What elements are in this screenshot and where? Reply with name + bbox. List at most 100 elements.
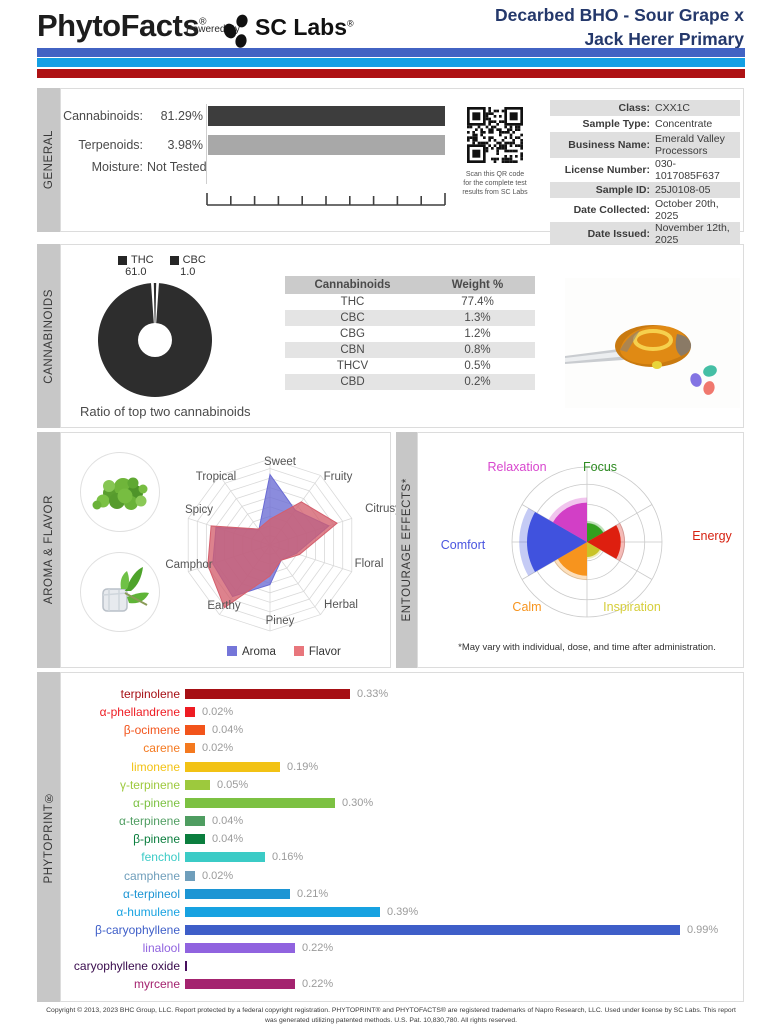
registered-mark: ® (199, 16, 206, 28)
radar-axis-label: Earthy (207, 600, 241, 612)
terpene-bar (185, 888, 290, 899)
radar-axis-label: Citrusy (365, 503, 401, 515)
moisture-label: Moisture: (91, 160, 143, 174)
info-value: CXX1C (655, 101, 691, 114)
radar-legend-item: Flavor (293, 646, 341, 658)
terpene-name: γ-terpinene (119, 777, 180, 792)
entourage-label: Calm (512, 600, 542, 614)
qr-caption-line: results from SC Labs (462, 189, 528, 197)
terpene-value: 0.05% (217, 778, 249, 791)
terpene-bar (185, 725, 205, 736)
donut-legend: THC 61.0 CBC 1.0 (118, 254, 206, 278)
radar-axis-label: Spicy (184, 504, 214, 516)
radar-legend-item: Aroma (227, 646, 276, 658)
entourage-polar-chart (511, 466, 663, 618)
terpene-value: 0.04% (212, 724, 244, 737)
terpene-bar (185, 834, 205, 845)
phytofacts-wordmark: PhytoFacts (37, 8, 200, 43)
terpene-value: 0.02% (202, 706, 234, 719)
powered-by-label: Powered By (186, 24, 240, 35)
cannabinoid-cell: 0.8% (420, 342, 535, 358)
phytoprint-panel (60, 672, 744, 1002)
entourage-label: Energy (692, 529, 732, 543)
radar-axis-label: Herbal (324, 599, 358, 611)
terpene-name: caryophyllene oxide (73, 959, 180, 974)
cannabinoid-row: CBN 0.8% (285, 342, 535, 358)
radar-axis-label: Fruity (323, 471, 353, 483)
terpene-bar (185, 816, 205, 827)
info-row: Business Name: Emerald Valley Processors (550, 132, 740, 158)
terpene-name: carene (143, 741, 180, 756)
legend-name: Aroma (242, 646, 276, 658)
section-label-cannabinoids: CANNABINOIDS (37, 244, 60, 428)
radar-axis-label: Sweet (264, 456, 296, 468)
section-label-entourage: ENTOURAGE EFFECTS* (396, 432, 417, 668)
terpene-bar (185, 924, 680, 935)
moisture-value: Not Tested (147, 160, 207, 174)
terpene-value: 0.19% (287, 760, 319, 773)
cannabinoid-cell: CBC (285, 310, 420, 326)
terpene-value: 0.99% (687, 923, 719, 936)
general-row-label: Cannabinoids: (63, 109, 143, 123)
terpene-value: 0.04% (212, 815, 244, 828)
terpene-bar (185, 943, 295, 954)
info-label: Sample Type: (582, 118, 651, 130)
cannabinoid-cell: CBN (285, 342, 420, 358)
legend-swatch (169, 255, 179, 265)
info-value: 25J0108-05 (655, 184, 711, 197)
info-row: Sample ID: 25J0108-05 (550, 182, 740, 199)
terpene-bar (185, 743, 195, 754)
terpene-bar (185, 761, 280, 772)
qr-caption-line: Scan this QR code (465, 171, 525, 178)
legend-value: 61.0 (125, 266, 147, 278)
cannabinoid-cell: CBG (340, 328, 365, 340)
aroma-flavor-radar (187, 458, 353, 632)
hops-illustration (92, 477, 148, 510)
info-row: Sample Type: Concentrate (550, 116, 740, 132)
cannabinoid-cell: THCV (336, 360, 369, 372)
terpene-name: α-pinene (133, 795, 180, 810)
info-row: Date Collected: October 20th, 2025 (550, 198, 740, 223)
donut-caption: Ratio of top two cannabinoids (80, 404, 251, 419)
entourage-footnote: *May vary with individual, dose, and tim… (458, 642, 716, 653)
copyright-footer: Copyright © 2013, 2023 BHC Group, LLC. R… (0, 1006, 782, 1024)
general-row-bar (208, 135, 445, 155)
terpene-name: limonene (131, 759, 180, 774)
sclabs-logo: SC Labs® (255, 14, 354, 41)
legend-name: THC (131, 254, 154, 266)
stripe-red (37, 69, 745, 78)
hops-image (80, 452, 160, 532)
section-label-text: CANNABINOIDS (42, 288, 55, 384)
terpene-value: 0.21% (297, 887, 329, 900)
terpene-value: 0.30% (342, 796, 374, 809)
radar-axis-label: Floral (354, 558, 384, 570)
terpene-value: 0.02% (202, 742, 234, 755)
info-label: License Number: (564, 164, 650, 177)
terpene-value: 0.04% (212, 833, 244, 846)
entourage-label: Focus (582, 460, 618, 474)
general-row-label: Terpenoids: (78, 138, 143, 152)
aroma-flavor-legend: Aroma Flavor (227, 646, 341, 658)
terpene-bar (185, 797, 335, 808)
info-label: Date Collected: (573, 204, 650, 217)
sclabs-color-dots-icon (690, 365, 717, 395)
general-axis-line (206, 104, 207, 184)
camphor-image (80, 552, 160, 632)
terpene-name: β-pinene (133, 832, 180, 847)
cannabinoid-col-header: Cannabinoids (285, 276, 420, 294)
section-label-text: ENTOURAGE EFFECTS* (400, 478, 413, 622)
sclabs-wordmark: SC Labs (255, 14, 348, 40)
info-value: 030-1017085F637 (655, 158, 720, 183)
general-scale-ruler (206, 193, 446, 206)
terpene-name: α-terpineol (123, 886, 180, 901)
terpene-value: 0.33% (357, 688, 389, 700)
terpene-bar (185, 870, 195, 881)
terpene-value: 0.16% (272, 851, 304, 864)
qr-caption: Scan this QR code for the complete test … (455, 170, 535, 197)
donut-legend-item: CBC 1.0 (169, 254, 206, 278)
terpene-bar (185, 961, 187, 972)
general-row-value: 81.29% (160, 109, 203, 123)
qr-code (467, 107, 523, 163)
terpene-bar (185, 906, 380, 917)
stripe-blue (37, 48, 745, 57)
